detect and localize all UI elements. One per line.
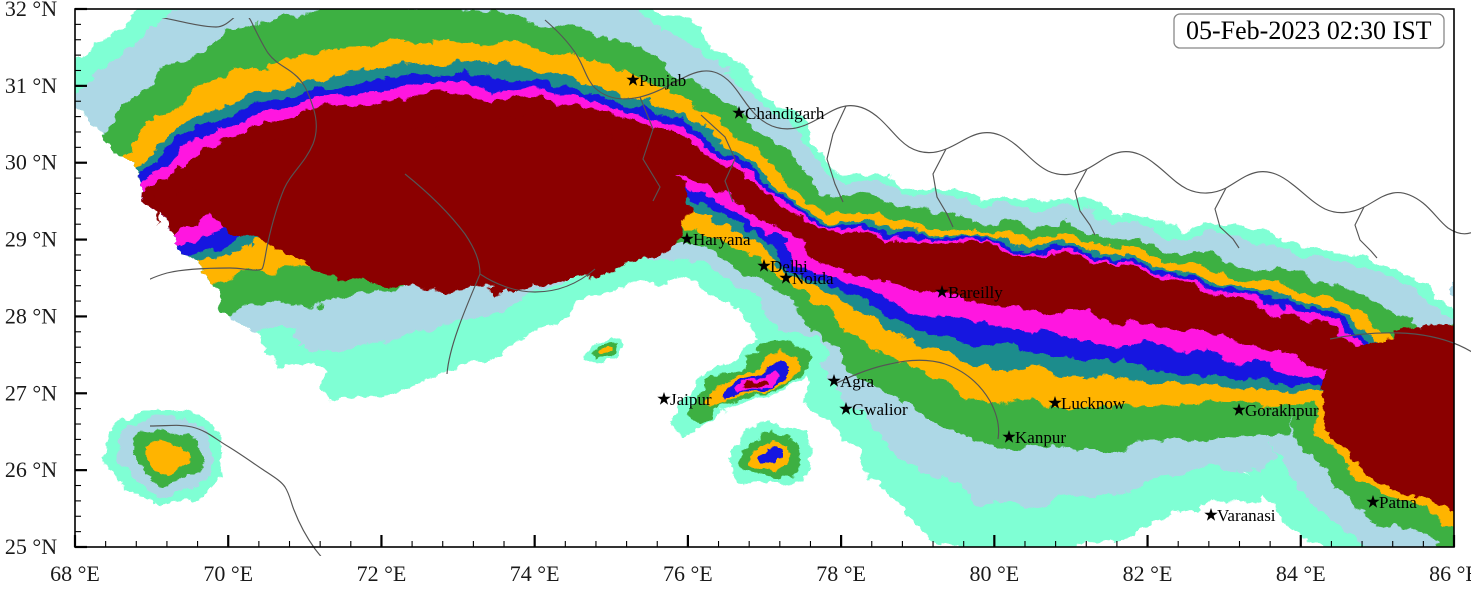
svg-text:78 °E: 78 °E: [816, 561, 866, 586]
svg-text:28 °N: 28 °N: [5, 303, 57, 328]
svg-text:Gwalior: Gwalior: [852, 400, 908, 419]
svg-text:32 °N: 32 °N: [5, 0, 57, 21]
svg-text:Patna: Patna: [1379, 493, 1417, 512]
svg-text:Haryana: Haryana: [693, 230, 751, 249]
svg-text:31 °N: 31 °N: [5, 73, 57, 98]
svg-text:84 °E: 84 °E: [1276, 561, 1326, 586]
svg-text:05-Feb-2023 02:30 IST: 05-Feb-2023 02:30 IST: [1186, 16, 1432, 45]
svg-text:70 °E: 70 °E: [203, 561, 253, 586]
svg-text:68 °E: 68 °E: [50, 561, 100, 586]
svg-text:26 °N: 26 °N: [5, 457, 57, 482]
svg-text:Bareilly: Bareilly: [948, 283, 1003, 302]
svg-text:76 °E: 76 °E: [663, 561, 713, 586]
svg-text:27 °N: 27 °N: [5, 380, 57, 405]
svg-text:86 °E: 86 °E: [1429, 561, 1471, 586]
svg-text:72 °E: 72 °E: [357, 561, 407, 586]
svg-text:82 °E: 82 °E: [1123, 561, 1173, 586]
svg-text:80 °E: 80 °E: [969, 561, 1019, 586]
svg-text:Chandigarh: Chandigarh: [745, 104, 825, 123]
svg-text:25 °N: 25 °N: [5, 534, 57, 559]
svg-text:Agra: Agra: [840, 372, 874, 391]
svg-text:Varanasi: Varanasi: [1217, 506, 1276, 525]
svg-text:Punjab: Punjab: [639, 71, 686, 90]
svg-text:Jaipur: Jaipur: [670, 390, 712, 409]
svg-text:Gorakhpur: Gorakhpur: [1245, 401, 1319, 420]
svg-text:74 °E: 74 °E: [510, 561, 560, 586]
svg-text:Noida: Noida: [792, 269, 834, 288]
svg-text:30 °N: 30 °N: [5, 150, 57, 175]
svg-text:Lucknow: Lucknow: [1061, 394, 1126, 413]
svg-text:Kanpur: Kanpur: [1015, 428, 1066, 447]
svg-text:29 °N: 29 °N: [5, 227, 57, 252]
